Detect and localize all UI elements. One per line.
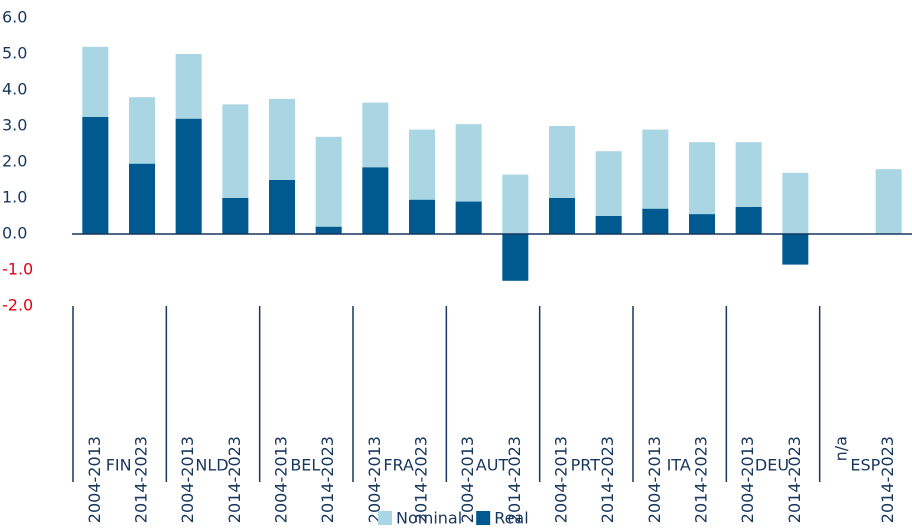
legend-swatch	[378, 511, 392, 525]
x-tick-label: 2014-2023	[318, 436, 337, 523]
x-tick-label: 2014-2023	[225, 436, 244, 523]
bar	[82, 117, 109, 234]
bar	[129, 163, 155, 234]
bar	[502, 174, 529, 234]
y-tick-label: 3.0	[2, 116, 27, 135]
group-label: FRA	[383, 456, 414, 475]
bar	[455, 201, 482, 234]
group-label: NLD	[195, 456, 228, 475]
x-tick-label: 2014-2023	[598, 436, 617, 523]
x-tick-label: 2014-2023	[878, 436, 897, 523]
y-tick-label: -2.0	[2, 296, 33, 315]
bar	[222, 198, 249, 234]
x-tick-label: 2004-2013	[458, 436, 477, 523]
bar	[315, 136, 342, 234]
group-label: BEL	[290, 456, 320, 475]
group-label: PRT	[571, 456, 601, 475]
bar	[735, 207, 762, 234]
bar	[642, 208, 669, 234]
x-tick-label: 2014-2023	[785, 436, 804, 523]
bar	[362, 167, 389, 234]
group-label: FIN	[106, 456, 132, 475]
bar	[782, 234, 809, 265]
x-tick-label: 2004-2013	[85, 436, 104, 523]
y-tick-label: 1.0	[2, 188, 27, 207]
y-tick-label: 4.0	[2, 80, 27, 99]
y-tick-label: 5.0	[2, 44, 27, 63]
group-label: ITA	[667, 456, 691, 475]
y-tick-label: 6.0	[2, 8, 27, 27]
legend-label: Nominal	[396, 509, 462, 528]
x-tick-label: 2014-2023	[505, 436, 524, 523]
bar	[549, 198, 575, 234]
x-tick-label: 2014-2023	[412, 436, 431, 523]
x-tick-label: 2004-2013	[645, 436, 664, 523]
x-tick-label: 2004-2013	[365, 436, 384, 523]
y-tick-label: 0.0	[2, 224, 27, 243]
bar	[409, 199, 435, 234]
y-tick-label: 2.0	[2, 152, 27, 171]
group-label: DEU	[755, 456, 789, 475]
x-tick-label: 2004-2013	[552, 436, 571, 523]
y-tick-label: -1.0	[2, 260, 33, 279]
group-label: ESP	[850, 456, 880, 475]
group-label: AUT	[476, 456, 509, 475]
legend-label: Real	[494, 509, 529, 528]
bar	[689, 214, 715, 234]
x-tick-label: 2004-2013	[272, 436, 291, 523]
x-tick-label: 2014-2023	[692, 436, 711, 523]
x-tick-label: n/a	[832, 436, 851, 461]
x-tick-label: 2004-2013	[738, 436, 757, 523]
x-tick-label: 2014-2023	[132, 436, 151, 523]
legend-swatch	[476, 511, 491, 525]
bar	[782, 172, 809, 234]
bar	[315, 226, 342, 234]
bar	[175, 118, 202, 234]
bar	[595, 216, 622, 234]
x-tick-label: 2004-2013	[178, 436, 197, 523]
bar	[502, 234, 529, 281]
bar	[875, 169, 902, 234]
bar	[269, 180, 295, 234]
